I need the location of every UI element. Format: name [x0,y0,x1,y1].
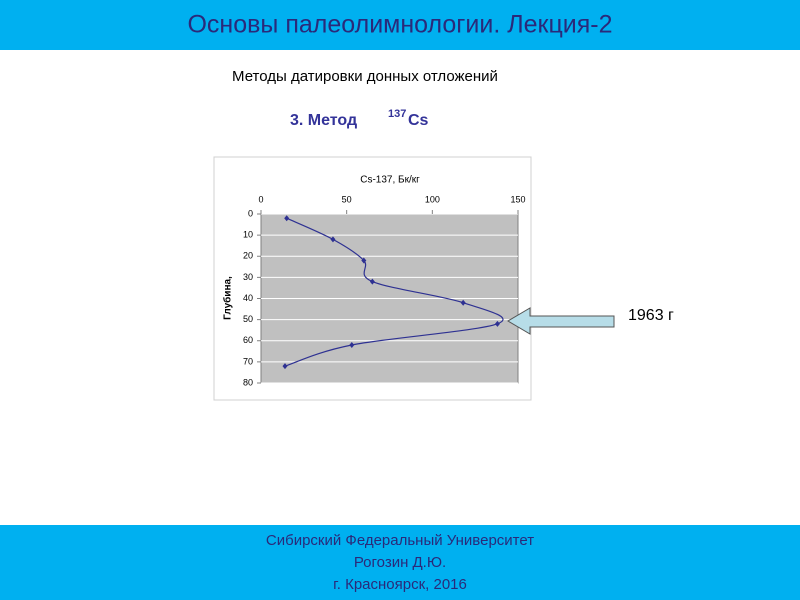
point [282,363,288,370]
y-tick-label: 0 [248,208,253,218]
y-tick-label: 70 [243,356,253,366]
point [284,215,290,222]
footer-line: Рогозин Д.Ю. [354,554,446,571]
y-tick-label: 40 [243,293,253,303]
plot: 0 10 20 30 40 50 60 70 80 0 50 100 150 [243,194,526,387]
arrow [507,307,615,335]
method-label: 3. Метод [290,112,357,129]
point [361,257,367,264]
header-bar [0,0,800,50]
annotation: 1963 г [628,307,674,324]
y-tick-label: 50 [243,314,253,324]
point [460,299,466,306]
y-axis-label: Глубина, [222,276,234,320]
footer-line: г. Красноярск, 2016 [333,576,467,593]
y-tick-label: 20 [243,251,253,261]
slide-title: Основы палеолимнологии. Лекция-2 [187,11,612,39]
point [330,236,336,243]
y-tick-label: 80 [243,377,253,387]
subtitle: Методы датировки донных отложений [232,68,498,85]
x-tick-label: 50 [342,194,352,204]
point [369,278,375,285]
chart-title: Cs-137, Бк/кг [360,175,420,186]
point [349,341,355,348]
method-superscript: 137 [388,108,406,120]
series-line [284,217,504,367]
x-tick-label: 100 [425,194,440,204]
method-element: Cs [408,112,429,129]
footer-line: Сибирский Федеральный Университет [266,532,534,549]
x-tick-label: 150 [510,194,525,204]
point [494,320,500,327]
y-tick-label: 60 [243,335,253,345]
x-tick-label: 0 [258,194,263,204]
y-tick-label: 30 [243,272,253,282]
y-tick-label: 10 [243,230,253,240]
footer-bar [0,525,800,600]
